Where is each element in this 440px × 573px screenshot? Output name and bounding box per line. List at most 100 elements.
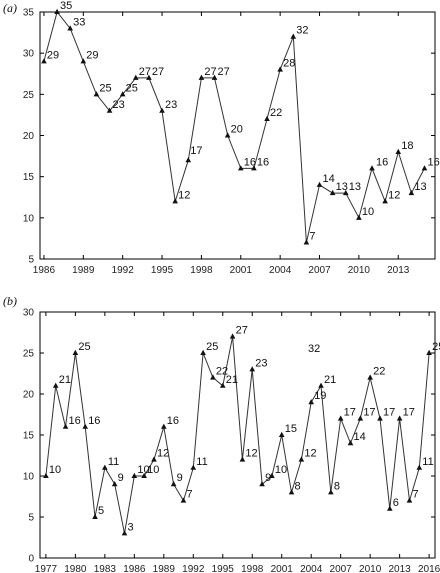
- x-tick-label: 1983: [94, 564, 117, 573]
- data-point: [408, 189, 415, 196]
- data-label: 6: [393, 497, 399, 509]
- data-point: [382, 198, 388, 204]
- data-point: [259, 481, 265, 487]
- data-point: [200, 349, 206, 355]
- data-label: 27: [139, 66, 151, 78]
- data-point: [121, 530, 128, 536]
- data-label: 11: [422, 456, 433, 468]
- data-point: [198, 74, 205, 80]
- data-point: [237, 165, 244, 171]
- data-label: 25: [126, 82, 138, 94]
- data-label: 16: [376, 156, 388, 168]
- x-tick-label: 2004: [269, 265, 292, 276]
- data-label: 5: [98, 505, 104, 517]
- data-label: 25: [206, 341, 218, 353]
- plot-frame: [39, 311, 436, 559]
- data-point: [251, 165, 257, 171]
- data-point: [43, 472, 49, 478]
- y-tick-label: 5: [28, 255, 34, 266]
- data-point: [161, 423, 167, 429]
- data-point: [347, 440, 354, 446]
- data-point: [185, 157, 192, 163]
- data-label-extra: 32: [308, 343, 320, 355]
- data-point: [278, 431, 285, 437]
- x-tick-label: 2007: [308, 265, 331, 276]
- data-label: 9: [177, 472, 183, 484]
- y-tick-label: 15: [23, 431, 35, 442]
- data-point: [80, 58, 87, 64]
- data-label: 15: [285, 423, 297, 435]
- data-point: [356, 214, 362, 220]
- series-line: [43, 10, 425, 243]
- data-label: 7: [309, 231, 315, 243]
- data-label: 12: [245, 448, 257, 460]
- data-point: [277, 66, 283, 72]
- y-tick-label: 20: [23, 390, 35, 401]
- data-point: [52, 382, 59, 388]
- x-tick-label: 1980: [64, 564, 87, 573]
- data-point: [357, 415, 364, 421]
- x-tick-label: 2001: [230, 265, 253, 276]
- data-point: [62, 423, 69, 429]
- data-point: [342, 189, 349, 196]
- y-tick-label: 5: [28, 513, 34, 524]
- data-label: 21: [324, 374, 336, 386]
- data-point: [328, 489, 334, 495]
- x-tick-label: 2010: [348, 265, 371, 276]
- data-point: [249, 366, 256, 372]
- data-label: 17: [344, 407, 356, 419]
- data-label: 22: [270, 107, 282, 119]
- data-label: 12: [304, 448, 316, 460]
- data-point: [239, 456, 246, 462]
- data-label: 10: [137, 464, 149, 476]
- data-label: 13: [349, 181, 361, 193]
- data-point: [190, 464, 197, 470]
- data-point: [406, 497, 413, 503]
- data-label: 16: [428, 156, 440, 168]
- data-label: 28: [283, 58, 295, 70]
- data-label: 27: [152, 66, 164, 78]
- data-label: 29: [86, 49, 98, 61]
- x-tick-label: 1977: [35, 564, 58, 573]
- x-tick-label: 1998: [241, 564, 264, 573]
- data-label: 35: [60, 0, 72, 12]
- x-tick-label: 2016: [418, 564, 440, 573]
- data-point: [219, 382, 226, 388]
- data-point: [318, 382, 324, 388]
- data-point: [426, 349, 432, 355]
- x-tick-label: 2010: [359, 564, 382, 573]
- y-tick-label: 15: [23, 172, 35, 183]
- data-point: [146, 74, 152, 80]
- data-point: [329, 189, 336, 196]
- data-point: [224, 132, 231, 138]
- x-tick-label: 2007: [330, 564, 353, 573]
- data-label: 11: [196, 456, 207, 468]
- data-label: 13: [336, 181, 348, 193]
- data-point: [170, 481, 177, 487]
- data-label: 10: [275, 464, 287, 476]
- x-tick-label: 1992: [182, 564, 205, 573]
- data-label: 16: [88, 415, 100, 427]
- data-label: 16: [69, 415, 81, 427]
- data-label: 21: [59, 374, 71, 386]
- y-tick-label: 20: [23, 131, 35, 142]
- data-label: 16: [244, 156, 256, 168]
- data-label: 25: [99, 82, 111, 94]
- data-point: [288, 489, 295, 495]
- data-label: 17: [403, 407, 415, 419]
- data-point: [264, 115, 270, 122]
- data-point: [290, 33, 297, 39]
- y-tick-label: 35: [23, 8, 35, 19]
- x-tick-label: 2001: [271, 564, 294, 573]
- x-tick-label: 1995: [212, 564, 235, 573]
- data-point: [395, 148, 402, 154]
- data-label: 10: [49, 464, 61, 476]
- data-point: [141, 472, 147, 478]
- data-point: [131, 472, 138, 478]
- x-tick-label: 1989: [153, 564, 176, 573]
- y-tick-label: 30: [23, 49, 35, 60]
- data-label: 27: [236, 325, 248, 337]
- data-point: [159, 107, 165, 113]
- data-label: 22: [216, 366, 228, 378]
